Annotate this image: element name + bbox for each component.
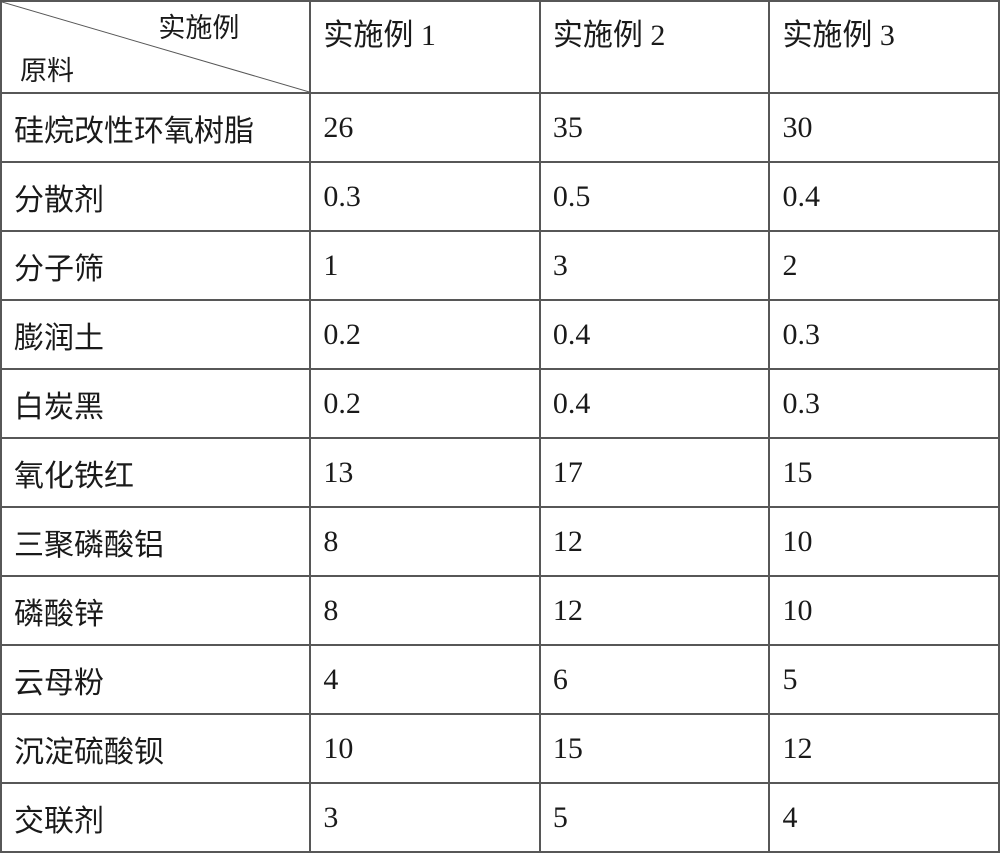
header-columns-label: 实施例: [158, 6, 239, 45]
cell: 10: [310, 714, 540, 783]
table-row: 硅烷改性环氧树脂 26 35 30: [1, 93, 999, 162]
header-rows-label: 原料: [20, 49, 74, 88]
row-label: 白炭黑: [1, 369, 310, 438]
table-container: 实施例 原料 实施例 1 实施例 2 实施例 3 硅烷改性环氧树脂 26 35 …: [0, 0, 1000, 823]
table-row: 沉淀硫酸钡 10 15 12: [1, 714, 999, 783]
cell: 12: [540, 576, 770, 645]
cell: 12: [540, 507, 770, 576]
row-label: 云母粉: [1, 645, 310, 714]
column-header: 实施例 2: [540, 1, 770, 93]
cell: 13: [310, 438, 540, 507]
row-label: 氧化铁红: [1, 438, 310, 507]
cell: 15: [540, 714, 770, 783]
cell: 10: [769, 576, 999, 645]
column-header: 实施例 1: [310, 1, 540, 93]
cell: 17: [540, 438, 770, 507]
cell: 8: [310, 576, 540, 645]
cell: 5: [540, 783, 770, 852]
cell: 0.3: [769, 369, 999, 438]
table-row: 分散剂 0.3 0.5 0.4: [1, 162, 999, 231]
table-row: 氧化铁红 13 17 15: [1, 438, 999, 507]
cell: 0.4: [769, 162, 999, 231]
cell: 0.4: [540, 369, 770, 438]
cell: 0.3: [310, 162, 540, 231]
column-header: 实施例 3: [769, 1, 999, 93]
row-label: 沉淀硫酸钡: [1, 714, 310, 783]
cell: 0.2: [310, 369, 540, 438]
cell: 6: [540, 645, 770, 714]
diagonal-header-cell: 实施例 原料: [1, 1, 310, 93]
cell: 5: [769, 645, 999, 714]
cell: 3: [540, 231, 770, 300]
row-label: 分散剂: [1, 162, 310, 231]
table-row: 交联剂 3 5 4: [1, 783, 999, 852]
cell: 8: [310, 507, 540, 576]
data-table: 实施例 原料 实施例 1 实施例 2 实施例 3 硅烷改性环氧树脂 26 35 …: [0, 0, 1000, 853]
cell: 35: [540, 93, 770, 162]
cell: 12: [769, 714, 999, 783]
row-label: 分子筛: [1, 231, 310, 300]
cell: 0.5: [540, 162, 770, 231]
cell: 26: [310, 93, 540, 162]
cell: 3: [310, 783, 540, 852]
cell: 1: [310, 231, 540, 300]
row-label: 交联剂: [1, 783, 310, 852]
row-label: 膨润土: [1, 300, 310, 369]
cell: 4: [769, 783, 999, 852]
cell: 15: [769, 438, 999, 507]
cell: 10: [769, 507, 999, 576]
table-header-row: 实施例 原料 实施例 1 实施例 2 实施例 3: [1, 1, 999, 93]
cell: 0.2: [310, 300, 540, 369]
cell: 30: [769, 93, 999, 162]
table-row: 白炭黑 0.2 0.4 0.3: [1, 369, 999, 438]
cell: 4: [310, 645, 540, 714]
row-label: 硅烷改性环氧树脂: [1, 93, 310, 162]
cell: 0.4: [540, 300, 770, 369]
cell: 0.3: [769, 300, 999, 369]
table-row: 磷酸锌 8 12 10: [1, 576, 999, 645]
cell: 2: [769, 231, 999, 300]
row-label: 磷酸锌: [1, 576, 310, 645]
table-row: 分子筛 1 3 2: [1, 231, 999, 300]
row-label: 三聚磷酸铝: [1, 507, 310, 576]
table-row: 膨润土 0.2 0.4 0.3: [1, 300, 999, 369]
table-row: 三聚磷酸铝 8 12 10: [1, 507, 999, 576]
table-row: 云母粉 4 6 5: [1, 645, 999, 714]
